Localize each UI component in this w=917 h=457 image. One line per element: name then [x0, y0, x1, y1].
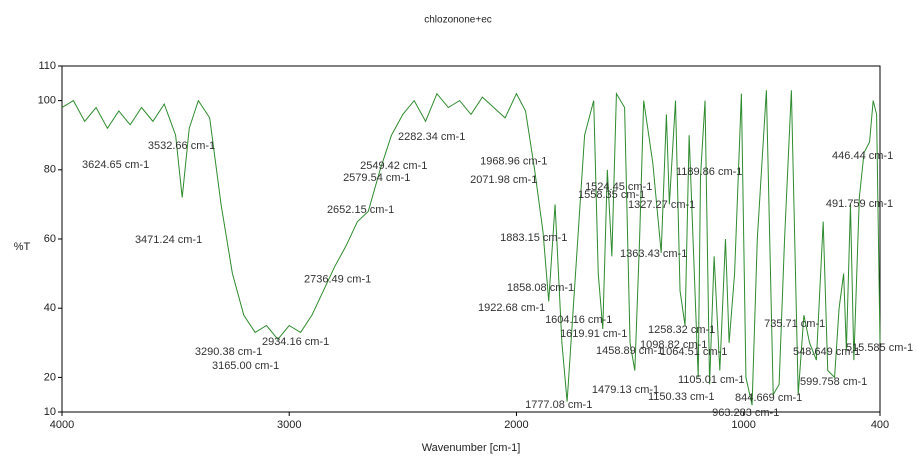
y-tick-label: 40	[44, 302, 56, 314]
peak-label: 844.669 cm-1	[735, 392, 802, 404]
peak-label: 1883.15 cm-1	[500, 232, 567, 244]
peak-label: 1105.01 cm-1	[678, 374, 744, 386]
peak-label: 1258.32 cm-1	[648, 324, 715, 336]
x-tick-label: 400	[871, 419, 889, 431]
peak-label: 1604.16 cm-1	[545, 314, 612, 326]
peak-label: 2579.54 cm-1	[343, 172, 410, 184]
peak-label: 1363.43 cm-1	[620, 248, 687, 260]
peak-label: 3471.24 cm-1	[135, 234, 202, 246]
peak-label: 548.649 cm-1	[793, 346, 860, 358]
peak-label: 2934.16 cm-1	[262, 336, 329, 348]
y-axis-label: %T	[14, 241, 31, 253]
peak-label: 963.283 cm-1	[712, 407, 779, 419]
peak-label: 1558.35 cm-1	[578, 189, 645, 201]
x-tick-label: 1000	[731, 419, 755, 431]
peak-label: 446.44 cm-1	[832, 150, 893, 162]
peak-label: 1858.08 cm-1	[507, 282, 574, 294]
y-tick-label: 10	[44, 406, 56, 418]
peak-label: 1189.86 cm-1	[676, 166, 742, 178]
peak-label: 599.758 cm-1	[800, 376, 867, 388]
peak-label: 3165.00 cm-1	[212, 360, 279, 372]
peak-label: 2736.49 cm-1	[304, 274, 371, 286]
y-tick-label: 20	[44, 371, 56, 383]
peak-label: 1327.27 cm-1	[628, 199, 695, 211]
peak-label: 3532.66 cm-1	[148, 140, 215, 152]
peak-label: 491.759 cm-1	[826, 198, 893, 210]
y-tick-label: 100	[38, 95, 56, 107]
peak-label: 1150.33 cm-1	[648, 391, 714, 403]
peak-label: 1064.51 cm-1	[660, 346, 727, 358]
peak-label: 1922.68 cm-1	[478, 302, 545, 314]
peak-label: 735.71 cm-1	[764, 318, 825, 330]
peak-label: 3290.38 cm-1	[195, 346, 262, 358]
x-axis-label: Wavenumber [cm-1]	[422, 442, 521, 454]
peak-label: 2652.15 cm-1	[327, 204, 394, 216]
peak-label: 2071.98 cm-1	[470, 174, 537, 186]
peak-label: 1098.82 cm-1	[640, 339, 707, 351]
peak-label: 1968.96 cm-1	[480, 156, 547, 168]
peak-label: 1524.45 cm-1	[585, 181, 652, 193]
peak-label: 3624.65 cm-1	[82, 159, 149, 171]
spectrum-line	[61, 90, 881, 406]
x-tick-label: 4000	[50, 419, 74, 431]
y-tick-label: 60	[44, 233, 56, 245]
peak-label: 1458.89 cm-1	[596, 345, 663, 357]
peak-label: 515.585 cm-1	[846, 342, 913, 354]
peak-label: 2549.42 cm-1	[360, 160, 427, 172]
peak-label: 1479.13 cm-1	[592, 384, 659, 396]
peak-label: 2282.34 cm-1	[398, 131, 465, 143]
peak-label: 1777.08 cm-1	[525, 399, 592, 411]
y-tick-label: 80	[44, 164, 56, 176]
x-tick-label: 2000	[504, 419, 528, 431]
x-tick-label: 3000	[277, 419, 301, 431]
y-tick-label: 110	[38, 60, 56, 72]
peak-label: 1619.91 cm-1	[560, 328, 627, 340]
chart-title: chlozonone+ec	[424, 15, 492, 26]
